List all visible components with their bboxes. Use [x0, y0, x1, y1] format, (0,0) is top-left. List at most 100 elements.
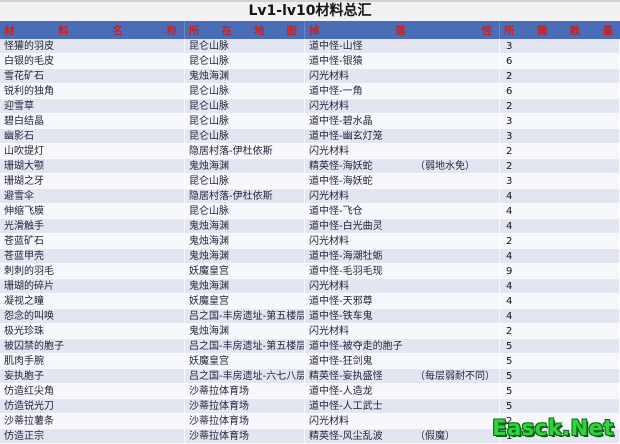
- drop-cell: 道中怪-白光曲灵: [305, 219, 500, 233]
- qty-cell: 4: [500, 309, 620, 323]
- qty-cell: 6: [500, 84, 620, 98]
- drop-note: [415, 114, 495, 128]
- drop-name: 道中怪-碧水晶: [309, 116, 373, 127]
- drop-note: [415, 84, 495, 98]
- qty-cell: 5: [500, 384, 620, 398]
- map-cell: 鬼烛海渊: [185, 279, 305, 293]
- column-header-map: 所在地图: [185, 21, 305, 39]
- qty-cell: 4: [500, 219, 620, 233]
- drop-cell: 道中怪-人造龙: [305, 384, 500, 398]
- drop-name: 精英怪-风尘乱波: [309, 431, 383, 442]
- map-cell: 吕之国-丰房遗址-六七八层: [185, 369, 305, 383]
- drop-name: 道中怪-人工武士: [309, 401, 383, 412]
- qty-cell: 2: [500, 69, 620, 83]
- qty-cell: 3: [500, 39, 620, 53]
- material-cell: 白银的毛皮: [0, 54, 185, 68]
- map-cell: 沙蒂拉体育场: [185, 429, 305, 443]
- drop-note: [415, 219, 495, 233]
- qty-cell: 2: [500, 324, 620, 338]
- table-row: 肌肉手腕 妖魔皇宫 道中怪-狂剑鬼 5: [0, 354, 620, 369]
- table-row: 怨念的叫唤 吕之国-丰房遗址-第五楼层 道中怪-铁车鬼 4: [0, 309, 620, 324]
- table-row: 珊瑚之牙 昆仑山脉 道中怪-海妖蛇 3: [0, 174, 620, 189]
- watermark: Easck.Net: [492, 416, 614, 440]
- drop-name: 道中怪-银猿: [309, 56, 363, 67]
- map-cell: 妖魔皇宫: [185, 264, 305, 278]
- drop-cell: 闪光材料: [305, 99, 500, 113]
- column-header-material: 材料名称: [0, 21, 185, 39]
- table-row: 苍蓝甲壳 鬼烛海渊 道中怪-海潮牡蛎 4: [0, 249, 620, 264]
- material-cell: 极光珍珠: [0, 324, 185, 338]
- drop-cell: 道中怪-狂剑鬼: [305, 354, 500, 368]
- qty-cell: 4: [500, 189, 620, 203]
- drop-name: 道中怪-一角: [309, 86, 363, 97]
- qty-cell: 4: [500, 279, 620, 293]
- table-row: 山吹提灯 隐居村落-伊杜依斯 闪光材料 2: [0, 144, 620, 159]
- table-row: 伸缩飞膜 昆仑山脉 道中怪-飞仓 4: [0, 204, 620, 219]
- table-row: 碧白结晶 昆仑山脉 道中怪-碧水晶 3: [0, 114, 620, 129]
- material-cell: 光滑触手: [0, 219, 185, 233]
- drop-note: [415, 174, 495, 188]
- material-cell: 雪花矿石: [0, 69, 185, 83]
- drop-note: [415, 204, 495, 218]
- drop-note: [415, 339, 495, 353]
- qty-cell: 9: [500, 264, 620, 278]
- qty-cell: 5: [500, 354, 620, 368]
- drop-cell: 精英怪-妄执盛怪 （每层弱耐不同）: [305, 369, 500, 383]
- drop-note: [415, 39, 495, 53]
- drop-name: 道中怪-白光曲灵: [309, 221, 383, 232]
- drop-name: 道中怪-狂剑鬼: [309, 356, 373, 367]
- drop-cell: 精英怪-海妖蛇 （弱地水免）: [305, 159, 500, 173]
- column-header-quantity: 所需数量: [504, 24, 613, 37]
- map-cell: 昆仑山脉: [185, 99, 305, 113]
- map-cell: 隐居村落-伊杜依斯: [185, 144, 305, 158]
- drop-note: （假魔）: [415, 431, 455, 442]
- material-cell: 伸缩飞膜: [0, 204, 185, 218]
- table-row: 珊瑚大颚 鬼烛海渊 精英怪-海妖蛇 （弱地水免） 2: [0, 159, 620, 174]
- map-cell: 鬼烛海渊: [185, 219, 305, 233]
- drop-note: [415, 264, 495, 278]
- drop-name: 道中怪-毛羽毛现: [309, 266, 383, 277]
- drop-cell: 道中怪-人工武士: [305, 399, 500, 413]
- column-header-drop: 掉落怪: [305, 21, 500, 39]
- map-cell: 沙蒂拉体育场: [185, 414, 305, 428]
- map-cell: 沙蒂拉体育场: [185, 399, 305, 413]
- table-row: 锐利的独角 昆仑山脉 道中怪-一角 6: [0, 84, 620, 99]
- drop-cell: 道中怪-幽玄灯笼: [305, 129, 500, 143]
- material-cell: 苍蓝甲壳: [0, 249, 185, 263]
- map-cell: 沙蒂拉体育场: [185, 384, 305, 398]
- drop-name: 道中怪-天邪尊: [309, 296, 373, 307]
- drop-cell: 道中怪-海潮牡蛎: [305, 249, 500, 263]
- drop-note: [415, 414, 495, 428]
- table-row: 凝视之瞳 妖魔皇宫 道中怪-天邪尊 4: [0, 294, 620, 309]
- material-table: 材料名称 所在地图 掉落怪 所需数量 怪獾的羽皮 昆仑山脉 道中怪-山怪 3 白…: [0, 21, 620, 444]
- drop-name: 道中怪-海潮牡蛎: [309, 251, 383, 262]
- drop-name: 闪光材料: [309, 281, 349, 292]
- table-row: 极光珍珠 鬼烛海渊 闪光材料 2: [0, 324, 620, 339]
- qty-cell: 4: [500, 294, 620, 308]
- table-row: 被囚禁的胞子 吕之国-丰房遗址-第五楼层 道中怪-被夺走的胞子 5: [0, 339, 620, 354]
- drop-name: 道中怪-海妖蛇: [309, 176, 373, 187]
- material-cell: 怨念的叫唤: [0, 309, 185, 323]
- drop-name: 道中怪-铁车鬼: [309, 311, 373, 322]
- drop-cell: 闪光材料: [305, 144, 500, 158]
- material-cell: 怪獾的羽皮: [0, 39, 185, 53]
- drop-name: 闪光材料: [309, 326, 349, 337]
- material-cell: 仿造锐光刀: [0, 399, 185, 413]
- drop-cell: 道中怪-毛羽毛现: [305, 264, 500, 278]
- map-cell: 隐居村落-伊杜依斯: [185, 189, 305, 203]
- table-row: 幽影石 昆仑山脉 道中怪-幽玄灯笼 3: [0, 129, 620, 144]
- drop-cell: 道中怪-银猿: [305, 54, 500, 68]
- map-cell: 昆仑山脉: [185, 114, 305, 128]
- map-cell: 昆仑山脉: [185, 54, 305, 68]
- drop-cell: 闪光材料: [305, 324, 500, 338]
- qty-cell: 6: [500, 54, 620, 68]
- drop-note: [415, 354, 495, 368]
- material-cell: 锐利的独角: [0, 84, 185, 98]
- drop-note: [415, 99, 495, 113]
- drop-note: [415, 399, 495, 413]
- map-cell: 吕之国-丰房遗址-第五楼层: [185, 309, 305, 323]
- qty-cell: 2: [500, 99, 620, 113]
- map-cell: 妖魔皇宫: [185, 354, 305, 368]
- table-row: 珊瑚的碎片 鬼烛海渊 闪光材料 4: [0, 279, 620, 294]
- drop-cell: 闪光材料: [305, 414, 500, 428]
